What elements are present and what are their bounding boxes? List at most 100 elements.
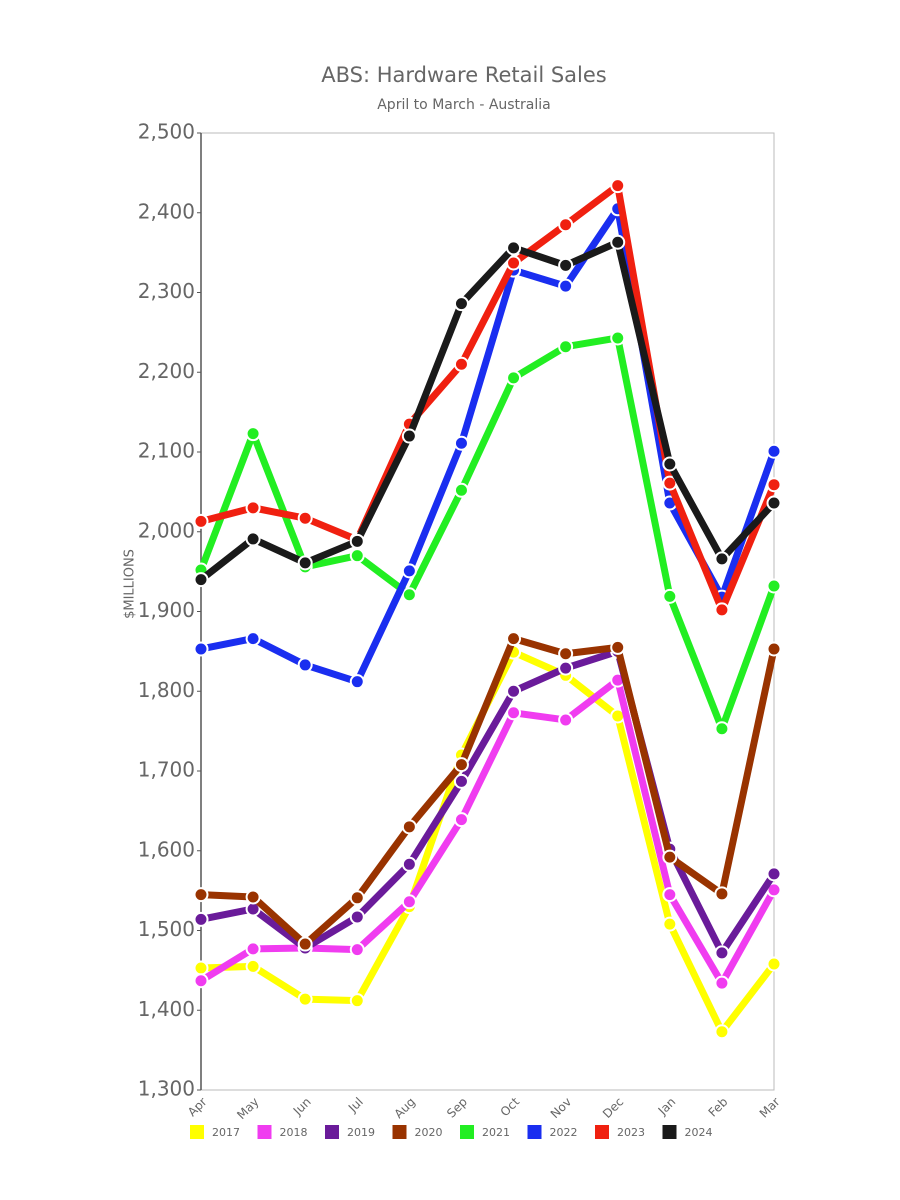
point [558, 278, 574, 294]
point [714, 886, 730, 902]
series-line [198, 238, 777, 583]
y-tick-label: 2,300 [138, 279, 195, 303]
legend-label: 2020 [415, 1126, 443, 1139]
legend-label: 2022 [550, 1126, 578, 1139]
x-tick-label: Aug [391, 1095, 417, 1121]
x-tick-label: Nov [548, 1095, 574, 1121]
point [245, 426, 261, 442]
y-tick-label: 2,400 [138, 199, 195, 223]
point [662, 588, 678, 604]
legend-label: 2017 [212, 1126, 240, 1139]
point [558, 712, 574, 728]
point [297, 936, 313, 952]
x-tick-label: Oct [498, 1094, 523, 1119]
point [245, 531, 261, 547]
point [506, 705, 522, 721]
point [766, 956, 782, 972]
point [558, 217, 574, 233]
point [349, 909, 365, 925]
point [245, 941, 261, 957]
point [349, 533, 365, 549]
point [558, 660, 574, 676]
point [193, 572, 209, 588]
point [453, 482, 469, 498]
point [714, 945, 730, 961]
y-tick-label: 1,700 [138, 758, 195, 782]
point [245, 500, 261, 516]
point [245, 958, 261, 974]
point [766, 477, 782, 493]
point [453, 435, 469, 451]
point [506, 370, 522, 386]
point [297, 555, 313, 571]
point [453, 757, 469, 773]
point [714, 551, 730, 567]
point [558, 257, 574, 273]
series-line [200, 635, 778, 948]
legend-swatch [595, 1125, 609, 1139]
point [297, 510, 313, 526]
series-line [200, 205, 778, 686]
x-tick-label: Mar [757, 1095, 783, 1121]
point [453, 296, 469, 312]
legend-swatch [392, 1125, 407, 1139]
legend-swatch [527, 1125, 542, 1139]
legend-swatch [460, 1125, 474, 1139]
point [662, 916, 678, 932]
point [193, 641, 209, 657]
point [506, 683, 522, 699]
y-tick-label: 1,800 [138, 678, 195, 702]
point [714, 1024, 730, 1040]
point [245, 889, 261, 905]
legend-label: 2019 [347, 1126, 375, 1139]
series-line [200, 182, 778, 614]
x-tick-label: May [234, 1095, 261, 1122]
point [714, 721, 730, 737]
legend-swatch [190, 1125, 204, 1139]
chart-subtitle: April to March - Australia [377, 97, 551, 113]
point [193, 911, 209, 927]
legend-label: 2024 [685, 1126, 713, 1139]
point [349, 942, 365, 958]
point [401, 856, 417, 872]
point [558, 646, 574, 662]
y-tick-label: 2,200 [138, 359, 195, 383]
point [662, 887, 678, 903]
legend-label: 2018 [280, 1126, 308, 1139]
point [766, 866, 782, 882]
x-tick-label: Sep [444, 1095, 470, 1121]
point [193, 887, 209, 903]
y-tick-label: 2,100 [138, 439, 195, 463]
y-axis-label: $MILLIONS [123, 549, 138, 619]
point [193, 960, 209, 976]
x-tick-label: Feb [706, 1095, 731, 1120]
point [349, 890, 365, 906]
point [610, 330, 626, 346]
y-tick-label: 1,300 [138, 1077, 195, 1101]
point [610, 178, 626, 194]
legend-label: 2023 [617, 1126, 645, 1139]
legend-swatch [325, 1125, 339, 1139]
x-tick-label: Jan [655, 1095, 679, 1119]
point [401, 428, 417, 444]
point [662, 475, 678, 491]
y-tick-label: 2,500 [138, 120, 195, 144]
chart-title: ABS: Hardware Retail Sales [321, 63, 606, 87]
point [193, 973, 209, 989]
x-tick-label: Jul [345, 1095, 366, 1116]
y-tick-label: 1,400 [138, 997, 195, 1021]
point [453, 812, 469, 828]
point [662, 849, 678, 865]
series-line [199, 676, 778, 987]
point [506, 255, 522, 271]
y-tick-label: 1,900 [138, 598, 195, 622]
x-tick-label: Jun [290, 1095, 314, 1119]
point [349, 548, 365, 564]
point [349, 674, 365, 690]
point [662, 456, 678, 472]
point [401, 894, 417, 910]
y-tick-label: 1,600 [138, 837, 195, 861]
point [401, 587, 417, 603]
point [245, 631, 261, 647]
